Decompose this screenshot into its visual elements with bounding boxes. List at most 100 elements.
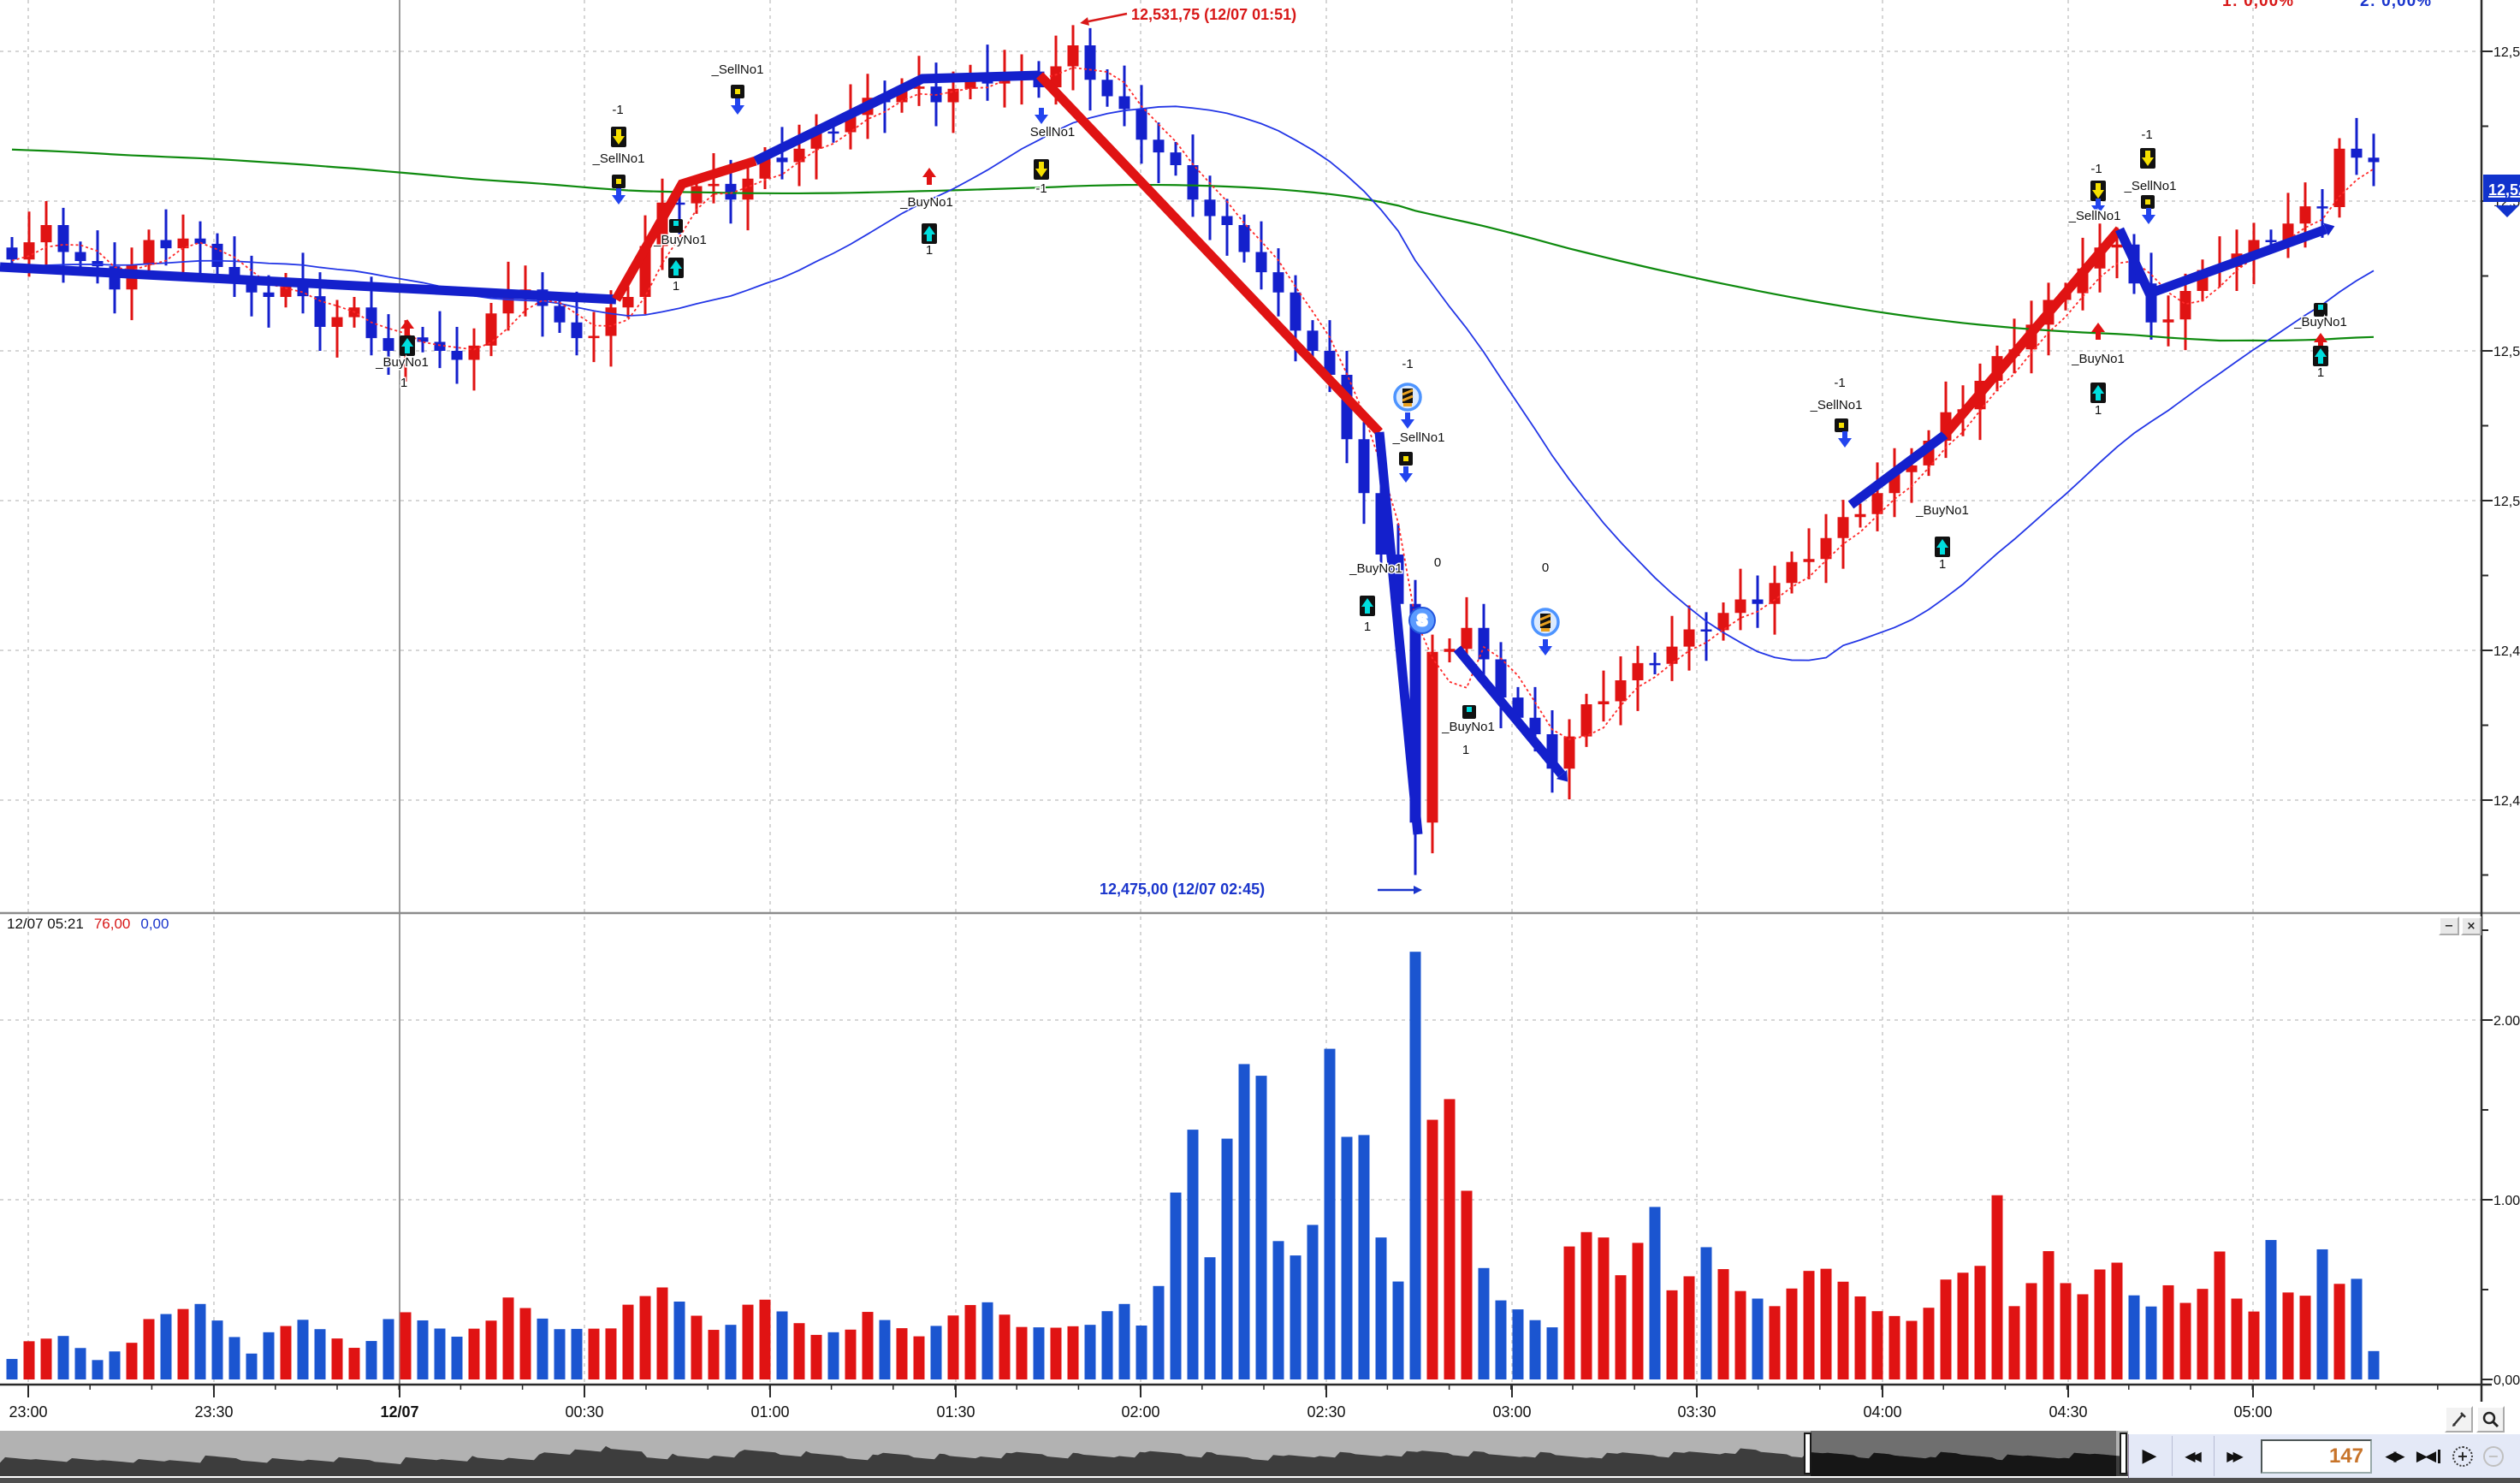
svg-text:-1: -1 xyxy=(2090,162,2102,176)
chart-minimap-scrollbar[interactable] xyxy=(0,1431,2128,1476)
play-icon: ▶ xyxy=(2142,1445,2157,1467)
svg-text:03:30: 03:30 xyxy=(1677,1403,1716,1421)
svg-text:12,490: 12,490 xyxy=(2493,644,2520,659)
expand-icon: ◀▶ xyxy=(2385,1447,2404,1465)
svg-text:12,530: 12,530 xyxy=(2493,45,2520,60)
pane-close-button[interactable]: × xyxy=(2461,916,2481,935)
svg-text:-1: -1 xyxy=(612,103,623,117)
zoom-tool-button[interactable] xyxy=(2476,1406,2505,1433)
svg-text:_SellNo1: _SellNo1 xyxy=(2124,179,2177,193)
svg-text:01:00: 01:00 xyxy=(750,1403,789,1421)
pencil-icon xyxy=(2452,1411,2466,1427)
trade-signal-markers: _BuyNo1 1 -1 _SellNo1 _BuyNo1 1 _SellNo1 _BuyNo… xyxy=(374,62,2349,759)
step-forward-button[interactable]: ▶▶ xyxy=(2216,1437,2254,1475)
svg-text:_BuyNo1: _BuyNo1 xyxy=(2071,352,2125,366)
svg-text:12,480: 12,480 xyxy=(2493,794,2520,809)
svg-text:12,531,75 (12/07 01:51): 12,531,75 (12/07 01:51) xyxy=(1131,6,1296,23)
volume-value: 76,00 xyxy=(93,916,131,932)
volume-datetime: 12/07 05:21 xyxy=(7,916,84,932)
price-annotations: 12,531,75 (12/07 01:51) 12,475,00 (12/07 … xyxy=(1080,5,1422,899)
svg-text:1: 1 xyxy=(2317,365,2324,380)
slow-ma-line xyxy=(11,148,2375,342)
svg-text:1: 1 xyxy=(1364,620,1371,634)
svg-text:1: 1 xyxy=(673,279,679,294)
stat-red: 1: 0,00% xyxy=(2222,0,2295,10)
svg-text:12,500: 12,500 xyxy=(2493,495,2520,509)
svg-text:_SellNo1: _SellNo1 xyxy=(2068,209,2121,223)
svg-text:-1: -1 xyxy=(1834,376,1845,390)
volume-change: 0,00 xyxy=(140,916,169,932)
svg-text:23:30: 23:30 xyxy=(194,1403,233,1421)
axes: 12,53012,52012,51012,50012,49012,4802.00… xyxy=(0,0,2520,1422)
svg-text:12,510: 12,510 xyxy=(2493,345,2520,359)
end-bar-icon xyxy=(2438,1449,2441,1463)
svg-text:1.000: 1.000 xyxy=(2493,1194,2520,1208)
svg-text:_SellNo1: _SellNo1 xyxy=(592,151,645,166)
bar-spacing-button[interactable]: ◀▶ xyxy=(2379,1437,2411,1475)
svg-text:0: 0 xyxy=(1542,561,1549,575)
zigzag-trend-lines xyxy=(0,70,2335,835)
toolbar-separator xyxy=(2172,1436,2173,1476)
svg-text:_SellNo1: _SellNo1 xyxy=(711,62,764,77)
svg-text:_BuyNo1: _BuyNo1 xyxy=(899,195,953,210)
zoom-out-button[interactable]: − xyxy=(2483,1445,2504,1467)
svg-text:23:00: 23:00 xyxy=(9,1403,47,1421)
svg-text:0,00: 0,00 xyxy=(2493,1373,2520,1388)
close-icon: × xyxy=(2466,919,2476,933)
svg-text:SellNo1: SellNo1 xyxy=(1030,125,1076,139)
svg-text:12/07: 12/07 xyxy=(380,1403,418,1421)
pane-minimize-button[interactable]: − xyxy=(2439,916,2459,935)
volume-bars xyxy=(6,952,2380,1379)
candles xyxy=(6,25,2380,875)
svg-text:1: 1 xyxy=(1462,743,1469,757)
svg-text:1: 1 xyxy=(2095,403,2102,418)
draw-tool-button[interactable] xyxy=(2445,1406,2473,1433)
mid-ma-line xyxy=(11,105,2375,661)
svg-text:2.000: 2.000 xyxy=(2493,1014,2520,1029)
svg-text:12,475,00 (12/07 02:45): 12,475,00 (12/07 02:45) xyxy=(1100,881,1265,898)
svg-text:_BuyNo1: _BuyNo1 xyxy=(1915,503,1969,518)
minimap-right-handle[interactable] xyxy=(2120,1433,2127,1474)
svg-text:_BuyNo1: _BuyNo1 xyxy=(375,355,429,370)
svg-text:00:30: 00:30 xyxy=(565,1403,603,1421)
zoom-in-button[interactable]: + xyxy=(2452,1445,2473,1467)
rewind-icon: ◀◀ xyxy=(2185,1448,2202,1464)
jump-end-icon: ▶◀ xyxy=(2416,1447,2436,1465)
svg-text:_SellNo1: _SellNo1 xyxy=(1392,430,1445,445)
magnifier-icon xyxy=(2482,1411,2499,1427)
svg-text:-1: -1 xyxy=(2141,128,2152,142)
stat-blue: 2: 0,00% xyxy=(2360,0,2433,10)
play-button[interactable]: ▶ xyxy=(2129,1437,2170,1475)
svg-text:12,522: 12,522 xyxy=(2488,181,2520,199)
svg-text:02:00: 02:00 xyxy=(1121,1403,1159,1421)
svg-text:0: 0 xyxy=(1434,555,1441,570)
svg-text:1: 1 xyxy=(926,243,933,258)
svg-text:_BuyNo1: _BuyNo1 xyxy=(653,233,707,247)
volume-pane-header: 12/07 05:21 76,00 0,00 xyxy=(7,916,169,933)
fast-forward-icon: ▶▶ xyxy=(2226,1448,2244,1464)
svg-text:04:30: 04:30 xyxy=(2049,1403,2087,1421)
minimap-left-handle[interactable] xyxy=(1804,1433,1811,1474)
bar-count-input[interactable] xyxy=(2261,1439,2372,1474)
window-bottom-edge xyxy=(0,1478,2520,1483)
svg-text:_BuyNo1: _BuyNo1 xyxy=(1349,561,1402,576)
current-price-tag: 12,522 xyxy=(2483,175,2520,217)
svg-text:02:30: 02:30 xyxy=(1307,1403,1345,1421)
svg-text:_BuyNo1: _BuyNo1 xyxy=(2293,315,2347,329)
svg-text:_SellNo1: _SellNo1 xyxy=(1810,398,1863,412)
zoom-in-icon: + xyxy=(2457,1448,2469,1464)
svg-text:05:00: 05:00 xyxy=(2233,1403,2272,1421)
svg-text:1: 1 xyxy=(400,376,407,390)
svg-text:-1: -1 xyxy=(1035,181,1047,196)
svg-text:04:00: 04:00 xyxy=(1863,1403,1901,1421)
step-back-button[interactable]: ◀◀ xyxy=(2174,1437,2212,1475)
svg-text:01:30: 01:30 xyxy=(936,1403,975,1421)
toolbar-separator xyxy=(2214,1436,2215,1476)
replay-toolbar: ▶ ◀◀ ▶▶ ◀▶ ▶◀ + − xyxy=(2128,1434,2520,1478)
jump-to-end-button[interactable]: ▶◀ xyxy=(2411,1437,2446,1475)
svg-text:-1: -1 xyxy=(1402,357,1413,371)
minimize-icon: − xyxy=(2444,919,2454,933)
svg-text:S: S xyxy=(1417,612,1427,629)
